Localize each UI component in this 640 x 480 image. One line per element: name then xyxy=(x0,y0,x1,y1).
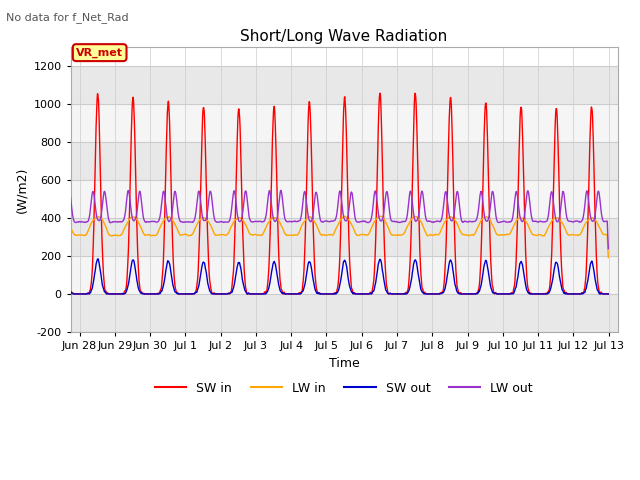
Bar xyxy=(70,256,618,294)
Bar xyxy=(70,142,618,180)
Bar xyxy=(70,294,618,332)
Bar xyxy=(70,104,618,142)
Y-axis label: (W/m2): (W/m2) xyxy=(15,166,28,213)
Legend: SW in, LW in, SW out, LW out: SW in, LW in, SW out, LW out xyxy=(150,377,538,400)
X-axis label: Time: Time xyxy=(329,357,360,370)
Text: VR_met: VR_met xyxy=(76,48,123,58)
Title: Short/Long Wave Radiation: Short/Long Wave Radiation xyxy=(241,29,448,44)
Bar xyxy=(70,180,618,218)
Bar xyxy=(70,66,618,104)
Bar xyxy=(70,218,618,256)
Text: No data for f_Net_Rad: No data for f_Net_Rad xyxy=(6,12,129,23)
